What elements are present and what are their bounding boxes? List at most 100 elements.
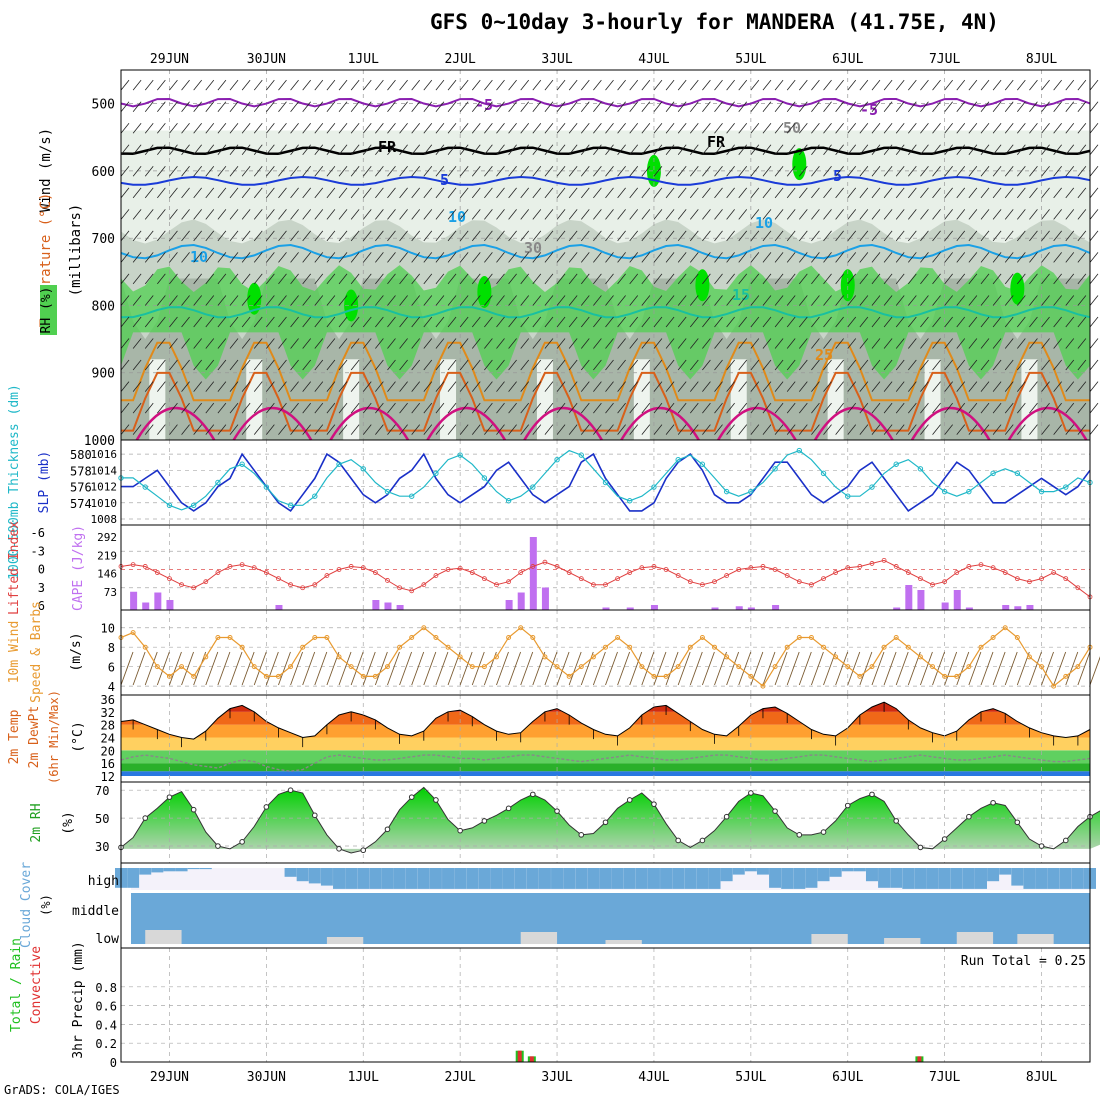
upper-wind-barb [726, 295, 735, 306]
upper-wind-barb [629, 402, 639, 414]
upper-wind-barb [932, 166, 941, 177]
upper-wind-barb [387, 359, 396, 371]
rh-point [699, 837, 706, 844]
date-label-bottom: 6JUL [832, 1070, 863, 1085]
upper-wind-barb [786, 187, 796, 199]
lifted-index-point [142, 564, 148, 569]
upper-wind-barb [859, 402, 869, 414]
upper-wind-barb [1004, 101, 1014, 112]
upper-wind-barb [1017, 79, 1026, 91]
upper-wind-barb [920, 295, 929, 306]
upper-wind-barb [120, 359, 130, 371]
upper-wind-barb [617, 295, 626, 306]
upper-wind-barb [605, 273, 614, 285]
upper-wind-barb [823, 295, 832, 306]
upper-wind-barb [375, 252, 384, 263]
upper-wind-barb [229, 402, 239, 414]
upper-wind-barb [459, 316, 469, 328]
date-label-bottom: 7JUL [929, 1070, 960, 1085]
upper-wind-barb [738, 381, 748, 392]
date-label-bottom: 29JUN [150, 1070, 189, 1085]
upper-wind-barb [520, 316, 530, 328]
upper-wind-barb [665, 252, 675, 263]
wind-ylabel-unit: (m/s) [69, 632, 84, 671]
upper-wind-barb [411, 144, 421, 156]
upper-wind-barb [617, 316, 626, 328]
wind-barb [677, 651, 691, 686]
upper-wind-barb [435, 316, 445, 328]
upper-wind-barb [266, 101, 275, 112]
upper-wind-barb [496, 424, 505, 435]
upper-wind-barb [229, 144, 239, 156]
upper-wind-barb [835, 79, 844, 91]
upper-wind-barb [580, 381, 590, 392]
upper-wind-barb [1077, 273, 1087, 285]
upper-wind-barb [750, 338, 760, 349]
lifted-index-point [542, 559, 548, 565]
upper-wind-barb [435, 295, 445, 306]
upper-wind-barb [120, 381, 130, 392]
upper-wind-barb [459, 101, 469, 112]
upper-wind-barb [556, 230, 566, 242]
cloud-high-bar [490, 868, 503, 889]
upper-wind-barb [653, 101, 663, 112]
wind-speed-point [930, 664, 936, 670]
upper-wind-barb [266, 187, 275, 199]
wind-barb [290, 651, 303, 686]
lifted-index-point [130, 562, 136, 568]
upper-wind-barb [1089, 209, 1099, 220]
upper-wind-barb [835, 209, 844, 220]
wind-barb [471, 651, 485, 686]
upper-wind-barb [629, 295, 639, 306]
upper-wind-barb [908, 316, 917, 328]
upper-wind-barb [193, 252, 202, 263]
wind-speed-point [384, 664, 390, 670]
upper-wind-barb [144, 402, 154, 414]
upper-wind-barb [399, 316, 408, 328]
upper-wind-barb [496, 295, 505, 306]
rh-point [554, 808, 560, 814]
cape-bar [917, 590, 925, 610]
upper-wind-barb [532, 79, 542, 91]
upper-wind-barb [786, 101, 796, 112]
temp-ylabel-3: (6hr Min/Max) [47, 690, 61, 784]
upper-wind-barb [714, 79, 723, 91]
upper-wind-barb [908, 381, 917, 392]
upper-wind-barb [920, 122, 929, 134]
upper-wind-barb [798, 230, 808, 242]
upper-wind-barb [532, 316, 542, 328]
upper-wind-barb [1041, 338, 1050, 349]
upper-wind-barb [1017, 166, 1026, 177]
upper-wind-barb [350, 424, 360, 435]
upper-wind-barb [496, 338, 505, 349]
upper-wind-barb [266, 359, 275, 371]
upper-wind-barb [338, 273, 348, 285]
upper-wind-barb [1017, 402, 1026, 414]
upper-wind-barb [895, 230, 905, 242]
upper-wind-barb [823, 79, 832, 91]
thickness-point [772, 466, 778, 472]
precip-conv-bar [529, 1056, 534, 1062]
upper-wind-barb [895, 295, 905, 306]
wind-barb [980, 651, 994, 686]
upper-wind-barb [399, 338, 408, 349]
upper-wind-barb [980, 230, 990, 242]
upper-wind-barb [811, 101, 820, 112]
upper-wind-barb [362, 381, 372, 392]
cloud-high-bar [635, 868, 648, 889]
upper-wind-barb [702, 122, 711, 134]
upper-wind-barb [362, 316, 372, 328]
upper-wind-barb [1041, 295, 1050, 306]
rh-point [142, 815, 149, 821]
upper-wind-barb [556, 295, 566, 306]
upper-wind-barb [338, 187, 348, 199]
upper-wind-barb [786, 273, 796, 285]
upper-wind-barb [362, 101, 372, 112]
upper-wind-barb [144, 316, 154, 328]
upper-wind-barb [944, 144, 953, 156]
upper-wind-barb [883, 359, 893, 371]
upper-wind-barb [132, 252, 142, 263]
cloud-high-bar [732, 868, 745, 875]
upper-wind-barb [375, 187, 384, 199]
upper-wind-barb [871, 79, 881, 91]
